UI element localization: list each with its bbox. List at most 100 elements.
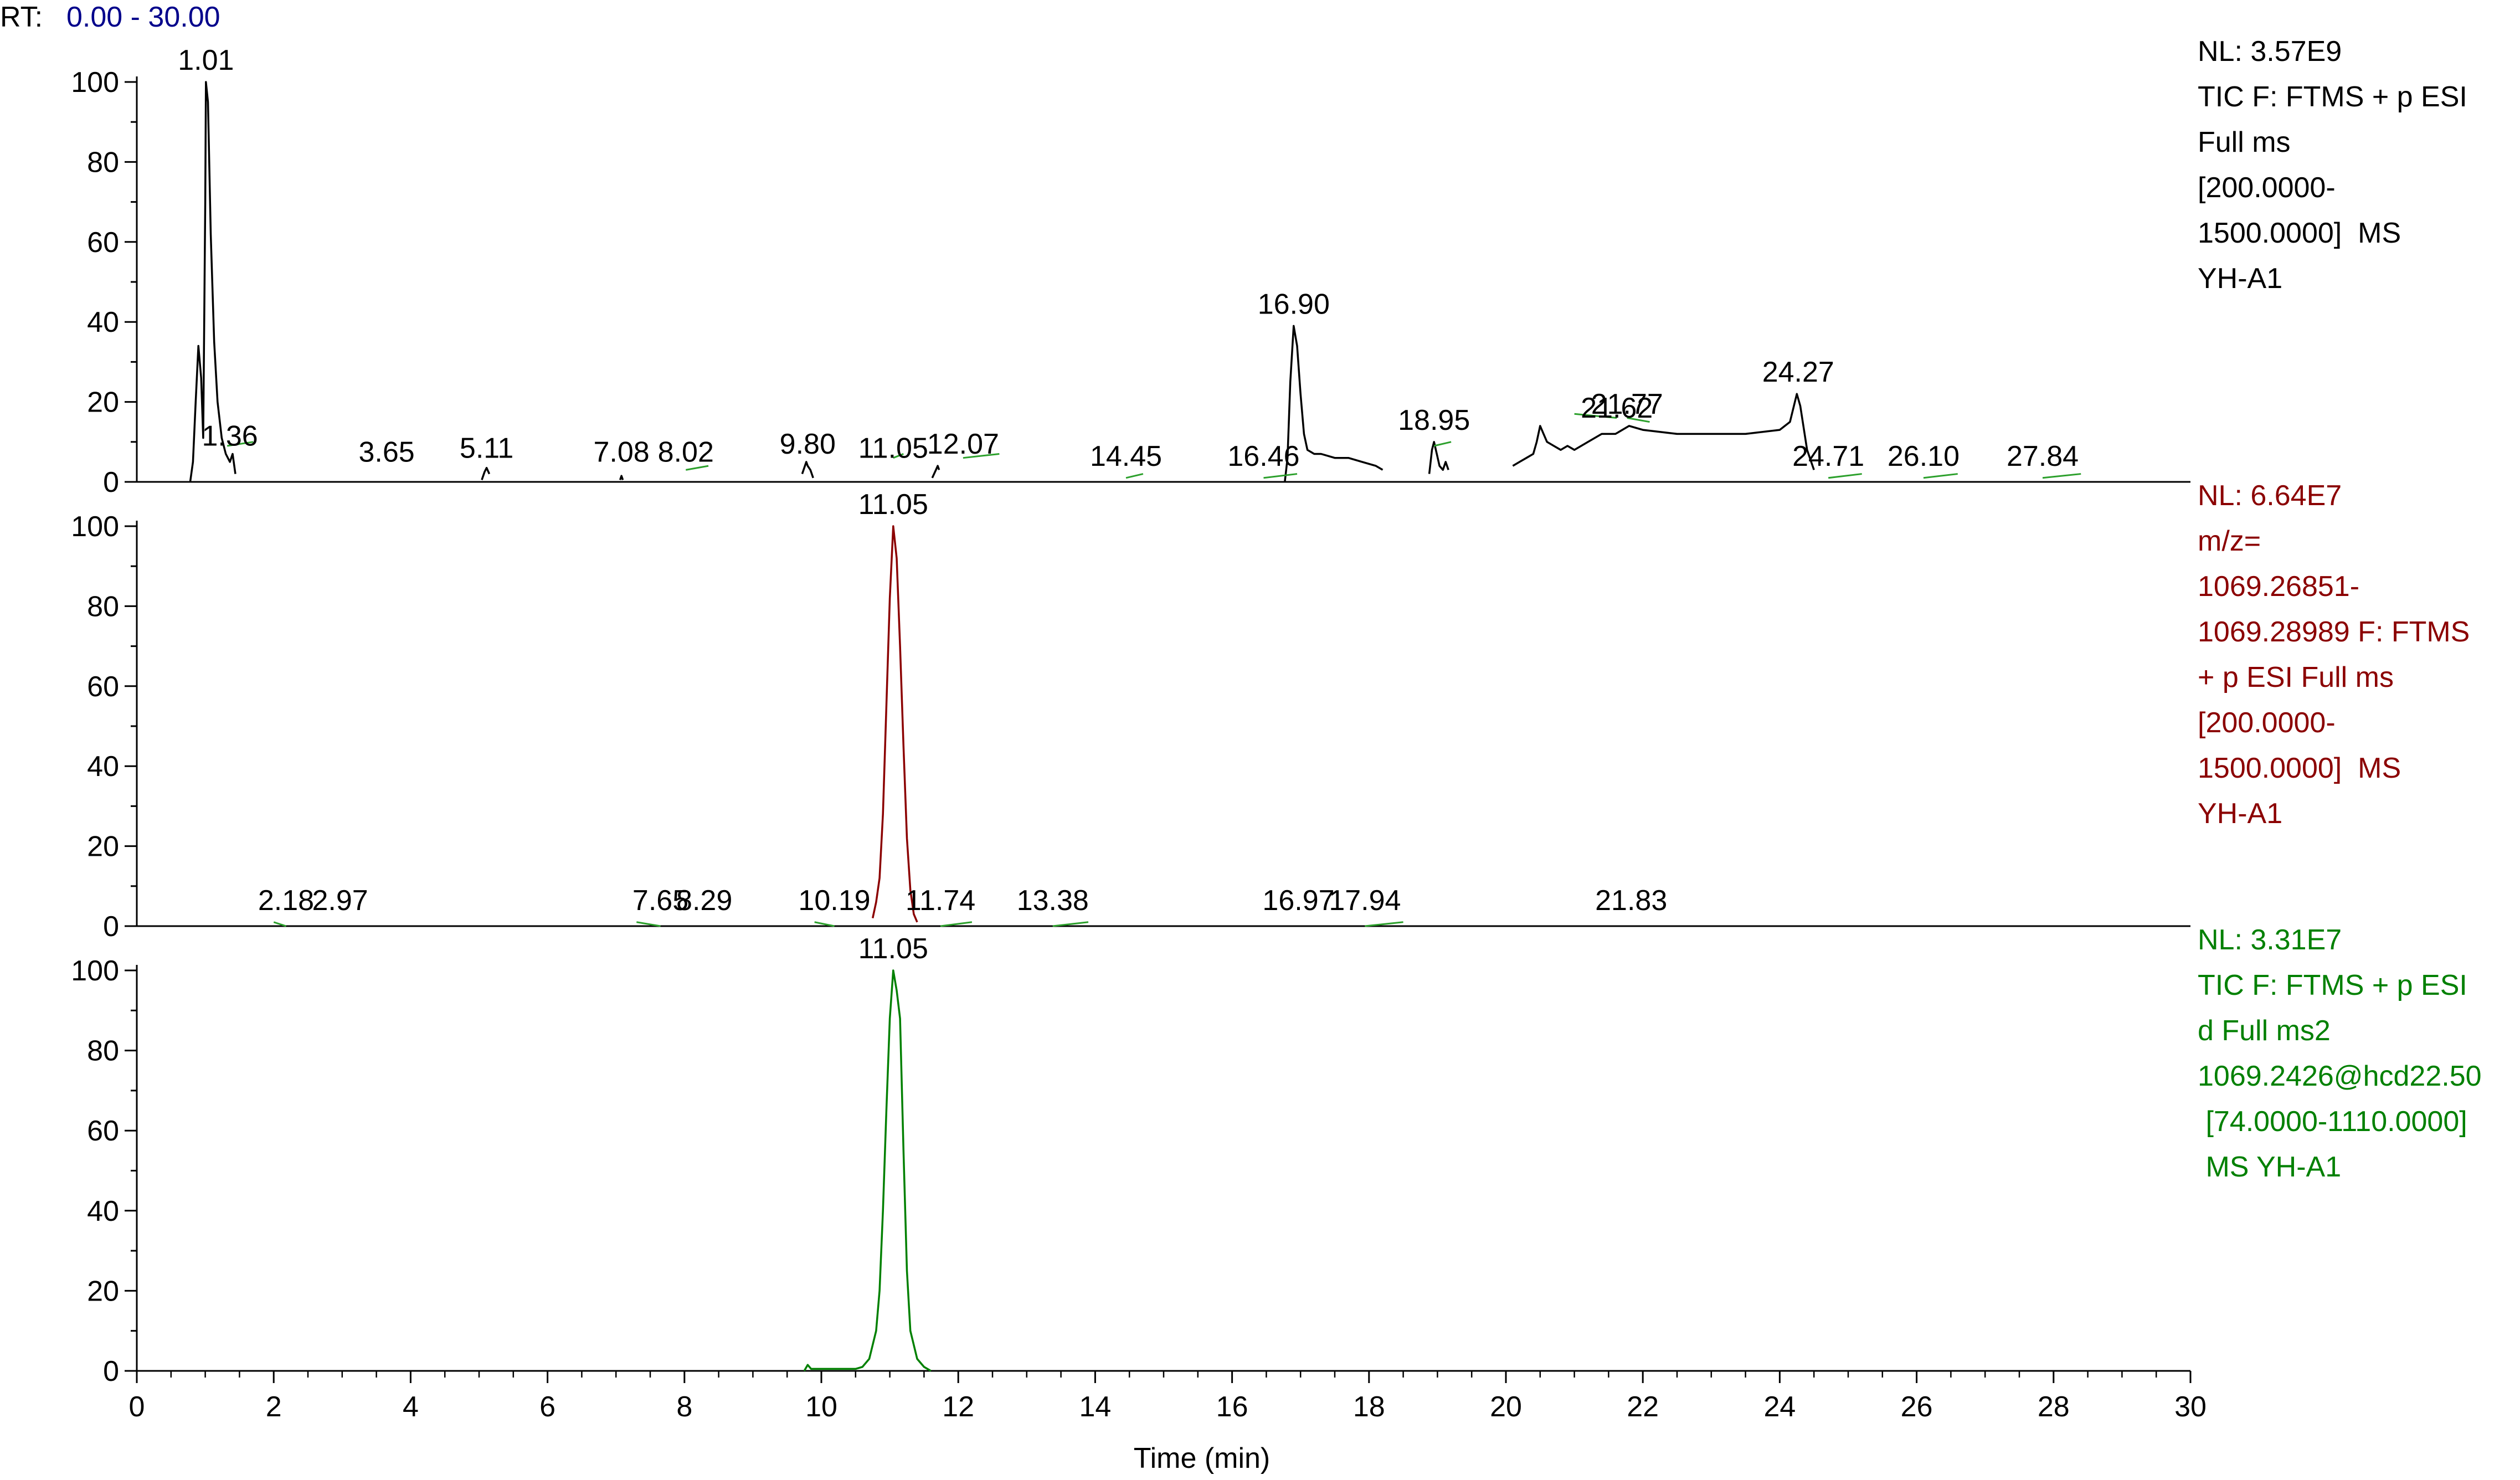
rt-label: RT: (0, 1, 43, 33)
x-tick-label: 30 (2174, 1391, 2207, 1423)
peak-label: 7.08 (593, 436, 649, 469)
peak-label: 11.74 (906, 885, 975, 917)
info-line: 1500.0000] MS (2198, 752, 2401, 784)
peak-label: 13.38 (1017, 885, 1089, 917)
annotation-line (814, 921, 835, 927)
peak-label: 8.02 (658, 436, 714, 469)
trace-segment (1512, 393, 1815, 470)
peak-label: 21.83 (1595, 885, 1667, 917)
info-line: [200.0000- (2198, 172, 2336, 204)
y-tick-label: 0 (103, 1355, 119, 1388)
panels: 0 20 40 60 80 100 1.01 1.36 3.65 5.11 7.08 8.02 9.80… (71, 35, 2481, 1388)
peak-label: 16.97 (1262, 885, 1334, 917)
panel-tic-ms2: 0 20 40 60 80 100 11.05 NL: 3.31E7 TIC F: FTMS +… (71, 924, 2481, 1388)
x-tick-label: 12 (942, 1391, 974, 1423)
annotation-line (686, 465, 709, 471)
info-line: YH-A1 (2198, 263, 2282, 295)
x-tick-label: 18 (1353, 1391, 1385, 1423)
panel-xic: 0 20 40 60 80 100 2.182.97 7.658.29 10.19 11.05 11… (71, 480, 2470, 943)
trace-segment (1284, 325, 1384, 482)
x-tick-label: 16 (1216, 1391, 1248, 1423)
x-tick-label: 2 (266, 1391, 282, 1423)
peak-label: 2.97 (312, 885, 368, 917)
x-tick-label: 14 (1079, 1391, 1111, 1423)
trace-segment (803, 969, 932, 1372)
info-line: TIC F: FTMS + p ESI (2198, 81, 2467, 113)
annotation-line (1365, 921, 1403, 927)
y-tick-label: 40 (87, 306, 119, 338)
annotation-line (963, 453, 1000, 459)
x-tick-label: 24 (1763, 1391, 1796, 1423)
y-tick-label: 100 (71, 66, 119, 99)
peak-label: 3.65 (359, 436, 415, 469)
peak-label: 10.19 (798, 885, 870, 917)
info-line: 1069.28989 F: FTMS (2198, 616, 2470, 648)
peak-label: 17.94 (1329, 885, 1401, 917)
annotation-line (1052, 921, 1089, 927)
annotation-line (2042, 473, 2081, 479)
annotation-line (1923, 473, 1958, 479)
panel-tic-ms1: 0 20 40 60 80 100 1.01 1.36 3.65 5.11 7.08 8.02 9.80… (71, 35, 2467, 499)
y-tick-label: 60 (87, 671, 119, 703)
x-tick-label: 20 (1490, 1391, 1522, 1423)
y-tick-label: 20 (87, 831, 119, 863)
peak-label: 11.05 (858, 933, 928, 965)
x-tick-label: 6 (539, 1391, 556, 1423)
peak-label: 16.46 (1227, 440, 1299, 472)
peak-label: 5.11 (460, 432, 513, 464)
info-line: + p ESI Full ms (2198, 661, 2394, 693)
rt-range: 0.00 - 30.00 (66, 1, 220, 33)
peak-label: 14.45 (1090, 440, 1162, 472)
peak-label: 11.05 (858, 432, 928, 464)
trace-segment (189, 81, 236, 482)
info-line: [200.0000- (2198, 707, 2336, 739)
trace-segment (481, 466, 491, 480)
trace-segment (931, 465, 940, 479)
trace-segment (1428, 441, 1449, 474)
info-line: Full ms (2198, 126, 2291, 158)
annotation-line (1574, 413, 1617, 419)
info-line: 1069.2426@hcd22.50 (2198, 1060, 2482, 1092)
y-tick-label: 80 (87, 146, 119, 178)
y-tick-label: 40 (87, 751, 119, 783)
annotation-line (227, 441, 254, 447)
y-tick-label: 20 (87, 1275, 119, 1307)
y-tick-label: 100 (71, 955, 119, 987)
annotation-line (1125, 473, 1144, 479)
y-tick-label: 20 (87, 387, 119, 419)
annotation-line (1828, 473, 1862, 479)
peak-label: 24.27 (1762, 356, 1834, 388)
y-tick-label: 80 (87, 590, 119, 623)
x-tick-label: 4 (403, 1391, 419, 1423)
y-tick-label: 80 (87, 1035, 119, 1067)
peak-label: 12.07 (927, 428, 999, 460)
trace-segment (801, 461, 814, 479)
trace-segment (871, 525, 918, 923)
info-line: NL: 3.31E7 (2198, 924, 2342, 956)
info-line: m/z= (2198, 525, 2261, 557)
peak-label: 9.80 (780, 428, 836, 460)
x-tick-label: 8 (676, 1391, 692, 1423)
peak-label: 7.65 (632, 885, 688, 917)
peak-label: 11.05 (858, 489, 928, 521)
info-line: YH-A1 (2198, 798, 2282, 830)
peak-label: 21.62 (1581, 392, 1653, 424)
annotation-line (1627, 417, 1650, 423)
info-line: MS YH-A1 (2198, 1151, 2341, 1183)
x-tick-label: 10 (805, 1391, 837, 1423)
x-tick-label: 0 (129, 1391, 145, 1423)
peak-label: 1.36 (202, 420, 258, 453)
y-tick-label: 60 (87, 1115, 119, 1147)
x-tick-label: 26 (1901, 1391, 1933, 1423)
annotation-line (273, 921, 286, 927)
annotation-line (1263, 473, 1298, 479)
y-tick-label: 60 (87, 227, 119, 259)
peak-label: 2.18 (258, 885, 314, 917)
peak-label: 1.01 (178, 44, 234, 76)
peak-label: 16.90 (1258, 288, 1330, 320)
annotation-line (893, 453, 904, 459)
peak-label: 26.10 (1888, 440, 1960, 472)
x-tick-label: 22 (1627, 1391, 1659, 1423)
y-tick-label: 0 (103, 466, 119, 499)
